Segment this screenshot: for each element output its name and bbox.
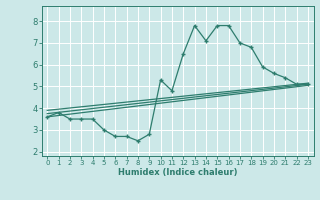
X-axis label: Humidex (Indice chaleur): Humidex (Indice chaleur) — [118, 168, 237, 177]
